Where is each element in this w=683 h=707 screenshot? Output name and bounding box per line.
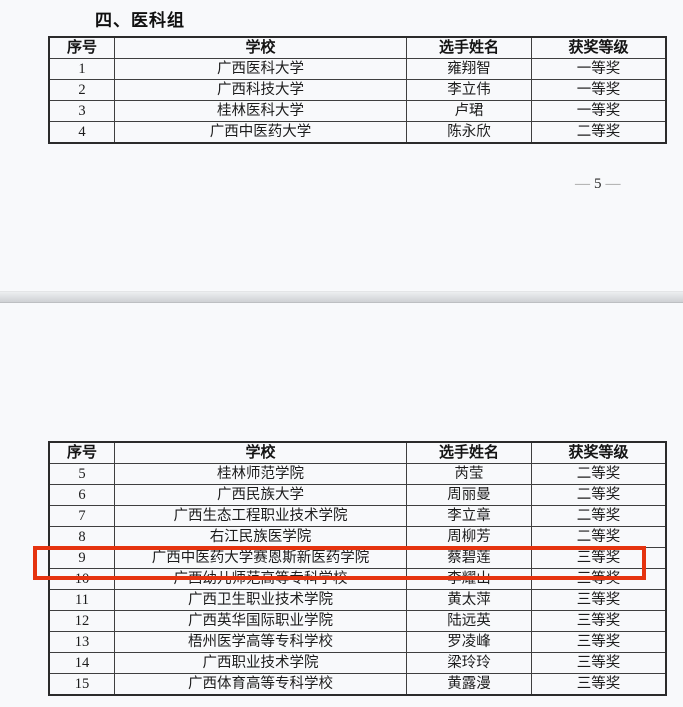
column-header-no: 序号 [48, 36, 115, 59]
cell-no: 1 [48, 58, 115, 80]
cell-award: 三等奖 [531, 610, 667, 632]
column-header-name: 选手姓名 [406, 441, 532, 464]
cell-name: 李立章 [406, 505, 532, 527]
table-row: 3 桂林医科大学 卢珺 一等奖 [48, 100, 667, 122]
cell-name: 蔡碧莲 [406, 547, 532, 569]
cell-no: 11 [48, 589, 115, 611]
cell-no: 8 [48, 526, 115, 548]
footer-left-dash: — [575, 176, 592, 192]
cell-name: 黄露漫 [406, 673, 532, 696]
cell-name: 卢珺 [406, 100, 532, 122]
cell-award: 三等奖 [531, 589, 667, 611]
table-row: 11 广西卫生职业技术学院 黄太萍 三等奖 [48, 589, 667, 611]
cell-no: 7 [48, 505, 115, 527]
cell-name: 陆远英 [406, 610, 532, 632]
cell-award: 二等奖 [531, 463, 667, 485]
cell-award: 三等奖 [531, 673, 667, 696]
column-header-school: 学校 [114, 36, 407, 59]
cell-name: 周丽曼 [406, 484, 532, 506]
cell-no: 14 [48, 652, 115, 674]
table-row: 6 广西民族大学 周丽曼 二等奖 [48, 484, 667, 506]
column-header-name: 选手姓名 [406, 36, 532, 59]
cell-school: 广西医科大学 [114, 58, 407, 80]
column-header-school: 学校 [114, 441, 407, 464]
cell-school: 广西体育高等专科学校 [114, 673, 407, 696]
section-title: 四、医科组 [95, 11, 185, 30]
cell-school: 梧州医学高等专科学校 [114, 631, 407, 653]
table-row: 1 广西医科大学 雍翔智 一等奖 [48, 58, 667, 80]
cell-name: 周柳芳 [406, 526, 532, 548]
cell-school: 广西英华国际职业学院 [114, 610, 407, 632]
table-row: 8 右江民族医学院 周柳芳 二等奖 [48, 526, 667, 548]
page-break-separator [0, 291, 683, 303]
table-row: 13 梧州医学高等专科学校 罗凌峰 三等奖 [48, 631, 667, 653]
cell-award: 三等奖 [531, 568, 667, 590]
cell-school: 广西职业技术学院 [114, 652, 407, 674]
cell-no: 2 [48, 79, 115, 101]
cell-school: 广西生态工程职业技术学院 [114, 505, 407, 527]
table-row-highlighted: 9 广西中医药大学赛恩斯新医药学院 蔡碧莲 三等奖 [48, 547, 667, 569]
column-header-no: 序号 [48, 441, 115, 464]
cell-award: 一等奖 [531, 79, 667, 101]
cell-school: 广西卫生职业技术学院 [114, 589, 407, 611]
cell-school: 右江民族医学院 [114, 526, 407, 548]
cell-award: 一等奖 [531, 100, 667, 122]
cell-no: 15 [48, 673, 115, 696]
column-header-award: 获奖等级 [531, 441, 667, 464]
cell-award: 三等奖 [531, 547, 667, 569]
cell-no: 6 [48, 484, 115, 506]
table-header-row: 序号 学校 选手姓名 获奖等级 [48, 441, 667, 464]
cell-award: 三等奖 [531, 652, 667, 674]
footer-right-dash: — [605, 176, 623, 192]
table-row: 10 广西幼儿师范高等专科学校 李耀山 三等奖 [48, 568, 667, 590]
table-row: 7 广西生态工程职业技术学院 李立章 二等奖 [48, 505, 667, 527]
column-header-award: 获奖等级 [531, 36, 667, 59]
cell-award: 二等奖 [531, 484, 667, 506]
cell-school: 广西民族大学 [114, 484, 407, 506]
cell-name: 李耀山 [406, 568, 532, 590]
cell-no: 12 [48, 610, 115, 632]
cell-award: 二等奖 [531, 526, 667, 548]
cell-name: 陈永欣 [406, 121, 532, 144]
cell-award: 三等奖 [531, 631, 667, 653]
table-row: 4 广西中医药大学 陈永欣 二等奖 [48, 121, 667, 144]
cell-no: 3 [48, 100, 115, 122]
cell-school: 桂林师范学院 [114, 463, 407, 485]
cell-school: 广西幼儿师范高等专科学校 [114, 568, 407, 590]
cell-school: 桂林医科大学 [114, 100, 407, 122]
cell-name: 雍翔智 [406, 58, 532, 80]
cell-award: 一等奖 [531, 58, 667, 80]
footer-page-number: 5 [594, 176, 604, 192]
cell-name: 李立伟 [406, 79, 532, 101]
cell-name: 芮莹 [406, 463, 532, 485]
cell-school: 广西中医药大学 [114, 121, 407, 144]
cell-name: 黄太萍 [406, 589, 532, 611]
table-row: 5 桂林师范学院 芮莹 二等奖 [48, 463, 667, 485]
cell-school: 广西中医药大学赛恩斯新医药学院 [114, 547, 407, 569]
cell-no: 5 [48, 463, 115, 485]
cell-no: 4 [48, 121, 115, 144]
table-row: 14 广西职业技术学院 梁玲玲 三等奖 [48, 652, 667, 674]
cell-no: 10 [48, 568, 115, 590]
cell-name: 梁玲玲 [406, 652, 532, 674]
cell-award: 二等奖 [531, 505, 667, 527]
table-row: 2 广西科技大学 李立伟 一等奖 [48, 79, 667, 101]
page-number: —5— [575, 176, 675, 193]
table-row: 12 广西英华国际职业学院 陆远英 三等奖 [48, 610, 667, 632]
cell-no: 13 [48, 631, 115, 653]
cell-school: 广西科技大学 [114, 79, 407, 101]
table-row: 15 广西体育高等专科学校 黄露漫 三等奖 [48, 673, 667, 696]
cell-no: 9 [48, 547, 115, 569]
cell-award: 二等奖 [531, 121, 667, 144]
award-table-page6: 序号 学校 选手姓名 获奖等级 5 桂林师范学院 芮莹 二等奖 6 广西民族大学… [48, 441, 667, 696]
table-header-row: 序号 学校 选手姓名 获奖等级 [48, 36, 667, 59]
cell-name: 罗凌峰 [406, 631, 532, 653]
award-table-page5: 序号 学校 选手姓名 获奖等级 1 广西医科大学 雍翔智 一等奖 2 广西科技大… [48, 36, 667, 144]
